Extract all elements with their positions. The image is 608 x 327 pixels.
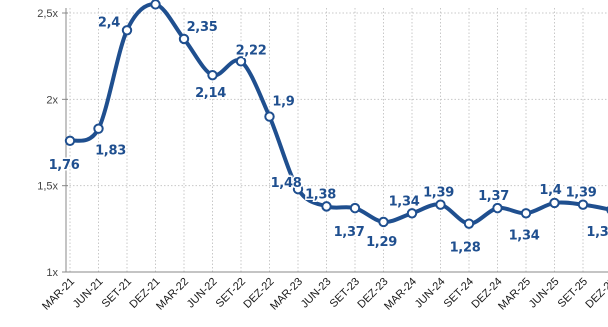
data-point xyxy=(321,201,332,212)
data-label: 1,34 xyxy=(389,194,420,209)
data-point xyxy=(264,111,275,122)
x-tick-label: JUN-25 xyxy=(527,276,562,311)
data-label: 1,37 xyxy=(478,189,509,204)
data-point xyxy=(207,69,218,81)
data-point xyxy=(150,0,161,10)
data-label: 1,9 xyxy=(272,95,294,110)
y-tick-label: 1x xyxy=(46,267,58,279)
data-label: 1,39 xyxy=(423,186,454,201)
data-label: 1,37 xyxy=(334,225,365,240)
data-point xyxy=(492,202,503,214)
x-tick-label: JUN-24 xyxy=(413,276,448,311)
data-point xyxy=(178,33,190,45)
series-line-path xyxy=(68,2,608,226)
data-point xyxy=(549,197,560,209)
series-line xyxy=(68,2,608,226)
data-label: 1,83 xyxy=(95,144,126,159)
data-points xyxy=(64,0,608,229)
data-label: 1,48 xyxy=(271,176,302,191)
data-point xyxy=(520,208,532,219)
data-label: 2,35 xyxy=(187,20,218,35)
y-tick-label: 1,5x xyxy=(37,181,58,193)
grid xyxy=(66,8,608,272)
y-tick-label: 2x xyxy=(46,94,58,106)
data-point xyxy=(93,123,104,134)
data-point xyxy=(463,218,475,229)
data-label: 2,22 xyxy=(236,43,267,58)
data-label: 2,4 xyxy=(98,15,120,30)
data-point xyxy=(349,202,361,214)
data-point xyxy=(406,208,418,219)
data-label: 1,3 xyxy=(586,225,608,240)
x-tick-label: JUN-23 xyxy=(299,276,334,311)
data-label: 1,28 xyxy=(450,241,481,256)
data-point xyxy=(64,135,76,146)
data-label: 1,4 xyxy=(539,183,561,198)
y-tick-label: 2,5x xyxy=(37,8,58,20)
data-label: 2,14 xyxy=(195,86,226,101)
data-label: 1,76 xyxy=(49,158,80,173)
data-label: 1,38 xyxy=(305,187,336,202)
data-point xyxy=(378,216,389,228)
data-label: 1,29 xyxy=(366,235,397,250)
data-label: 1,34 xyxy=(509,228,540,243)
data-point xyxy=(577,199,589,210)
x-tick-label: MAR-21 xyxy=(40,276,77,313)
x-tick-label: JUN-22 xyxy=(185,276,220,311)
data-point xyxy=(235,56,247,67)
x-tick-label: DEZ-25 xyxy=(583,276,608,311)
x-axis-ticks: MAR-21JUN-21SET-21DEZ-21MAR-22JUN-22SET-… xyxy=(40,276,608,313)
data-point xyxy=(292,183,304,195)
y-axis-ticks: 1x 1,5x 2x 2,5x xyxy=(37,8,58,279)
data-label: 1,39 xyxy=(566,186,597,201)
data-point xyxy=(121,25,133,36)
data-labels: 1,761,832,4 2,352,142,221,91,481,381,371,… xyxy=(47,14,608,257)
data-point xyxy=(435,199,446,210)
x-tick-label: JUN-21 xyxy=(71,276,106,311)
